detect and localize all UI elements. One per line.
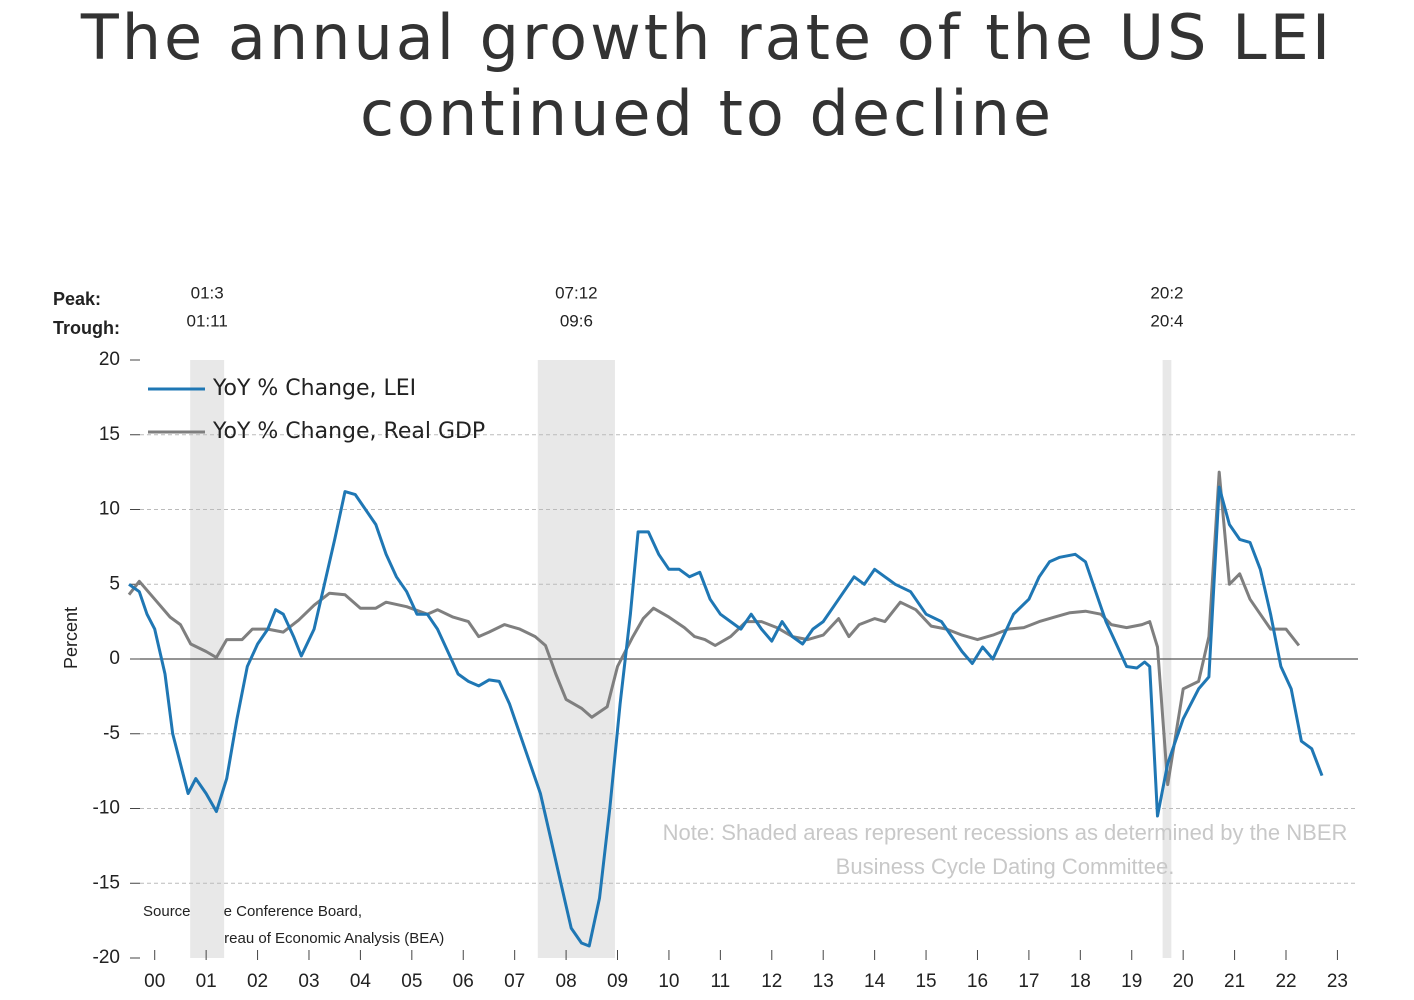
y-tick-label: -5 bbox=[103, 723, 120, 744]
note: Note: Shaded areas represent recessions … bbox=[662, 820, 1348, 879]
x-tick-label: 11 bbox=[710, 971, 730, 992]
x-tick-label: 01 bbox=[196, 971, 217, 992]
chart-title: The annual growth rate of the US LEI con… bbox=[80, 1, 1334, 150]
recession-trough: 09:6 bbox=[560, 311, 593, 330]
y-tick-label: -20 bbox=[93, 947, 120, 968]
x-tick-label: 22 bbox=[1275, 971, 1296, 992]
legend-label: YoY % Change, LEI bbox=[212, 376, 416, 401]
source: Sources: The Conference Board, bbox=[143, 903, 362, 920]
x-tick-label: 21 bbox=[1224, 971, 1245, 992]
x-tick-label: 14 bbox=[864, 971, 886, 992]
recession-trough: 20:4 bbox=[1150, 311, 1183, 330]
x-tick-label: 08 bbox=[556, 971, 577, 992]
x-tick-label: 20 bbox=[1173, 971, 1194, 992]
recession-peak: 20:2 bbox=[1150, 283, 1183, 302]
x-tick-label: 09 bbox=[607, 971, 628, 992]
y-tick-label: 10 bbox=[99, 499, 120, 520]
y-tick-label: 20 bbox=[99, 349, 120, 370]
x-tick-label: 10 bbox=[658, 971, 679, 992]
y-tick-label: 0 bbox=[109, 648, 120, 669]
x-tick-label: 06 bbox=[453, 971, 474, 992]
y-tick-label: -15 bbox=[93, 872, 120, 893]
x-tick-label: 02 bbox=[247, 971, 268, 992]
x-tick-label: 05 bbox=[401, 971, 422, 992]
x-tick-label: 03 bbox=[298, 971, 319, 992]
legend-label: YoY % Change, Real GDP bbox=[212, 419, 485, 444]
x-tick-label: 13 bbox=[813, 971, 834, 992]
y-axis-label: Percent bbox=[61, 607, 81, 669]
x-tick-label: 23 bbox=[1327, 971, 1348, 992]
recession-trough: 01:11 bbox=[187, 311, 228, 330]
x-tick-label: 15 bbox=[915, 971, 936, 992]
x-tick-label: 12 bbox=[761, 971, 782, 992]
x-tick-label: 16 bbox=[967, 971, 988, 992]
recession-peak: 07:12 bbox=[555, 283, 598, 302]
x-tick-label: 19 bbox=[1121, 971, 1142, 992]
x-tick-label: 07 bbox=[504, 971, 525, 992]
x-tick-label: 17 bbox=[1018, 971, 1039, 992]
y-tick-label: 15 bbox=[99, 424, 120, 445]
x-tick-label: 00 bbox=[144, 971, 165, 992]
trough-label: Trough: bbox=[53, 318, 120, 338]
x-tick-label: 04 bbox=[350, 971, 372, 992]
y-tick-label: 5 bbox=[109, 573, 120, 594]
recession-peak: 01:3 bbox=[191, 283, 224, 302]
y-tick-label: -10 bbox=[93, 798, 120, 819]
series-line bbox=[128, 485, 1324, 948]
source: *Bureau of Economic Analysis (BEA) bbox=[200, 930, 444, 947]
peak-label: Peak: bbox=[53, 289, 101, 309]
x-tick-label: 18 bbox=[1070, 971, 1091, 992]
series-line bbox=[127, 470, 1301, 787]
